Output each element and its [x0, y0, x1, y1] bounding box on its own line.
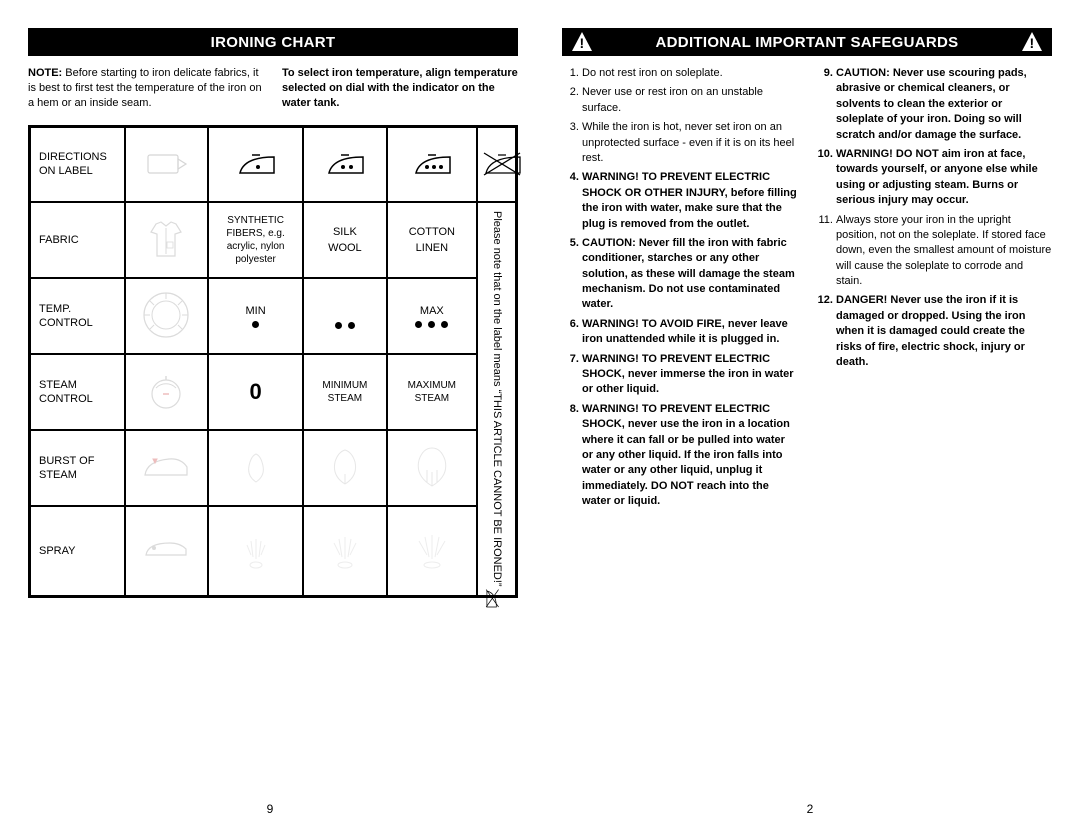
- cell-steam-min: MINIMUM STEAM: [303, 354, 386, 430]
- cell-steam-max: MAXIMUM STEAM: [387, 354, 477, 430]
- table-row-fabric: FABRIC SYNTHETIC FIBERS, e.g. acrylic, n…: [30, 202, 517, 278]
- cell-burst-1: [208, 430, 303, 506]
- cell-spray-1: [208, 506, 303, 596]
- cell-fabric-silk-wool: SILK WOOL: [303, 202, 386, 278]
- row-label-temp: TEMP. CONTROL: [30, 278, 125, 354]
- safeguard-item: WARNING! TO PREVENT ELECTRIC SHOCK, neve…: [582, 352, 798, 398]
- svg-text:!: !: [1030, 35, 1035, 51]
- safeguard-item: WARNING! TO PREVENT ELECTRIC SHOCK, neve…: [582, 402, 798, 510]
- temp-min-label: MIN: [211, 305, 300, 317]
- warning-triangle-left-icon: !: [570, 30, 594, 54]
- cell-temp-icon: [125, 278, 208, 354]
- cell-iron-crossed: [477, 126, 516, 202]
- safeguard-col-left: Do not rest iron on soleplate. Never use …: [562, 66, 798, 514]
- table-row-spray: SPRAY: [30, 506, 517, 596]
- cell-iron-1dot: [208, 126, 303, 202]
- safeguard-item: WARNING! TO PREVENT ELECTRIC SHOCK OR OT…: [582, 170, 798, 232]
- safeguard-list-left: Do not rest iron on soleplate. Never use …: [562, 66, 798, 510]
- instruction-col: To select iron temperature, align temper…: [282, 66, 518, 111]
- steam-puff-large-icon: [407, 446, 457, 490]
- cell-steam-icon: [125, 354, 208, 430]
- right-page: ! ADDITIONAL IMPORTANT SAFEGUARDS ! Do n…: [540, 0, 1080, 834]
- instruction-text: To select iron temperature, align temper…: [282, 67, 518, 109]
- cell-iron-2dot: [303, 126, 386, 202]
- label-tag-icon: [144, 149, 188, 179]
- safeguards-title-bar: ! ADDITIONAL IMPORTANT SAFEGUARDS !: [562, 28, 1052, 56]
- table-row-temp: TEMP. CONTROL MIN MAX: [30, 278, 517, 354]
- iron-icon: [234, 149, 278, 179]
- steam-dial-icon: [141, 370, 191, 414]
- row-label-steam: STEAM CONTROL: [30, 354, 125, 430]
- cell-spray-2: [303, 506, 386, 596]
- row-label-fabric: FABRIC: [30, 202, 125, 278]
- cell-burst-2: [303, 430, 386, 506]
- cell-temp-min: MIN: [208, 278, 303, 354]
- safeguard-item: CAUTION: Never fill the iron with fabric…: [582, 236, 798, 313]
- ironing-chart-title: IRONING CHART: [28, 28, 518, 56]
- cell-burst-icon: [125, 430, 208, 506]
- iron-side-burst-icon: [141, 453, 191, 481]
- row-label-burst: BURST OF STEAM: [30, 430, 125, 506]
- safeguard-item: CAUTION: Never use scouring pads, abrasi…: [836, 66, 1052, 143]
- safeguard-item: Never use or rest iron on an unstable su…: [582, 85, 798, 116]
- safeguard-item: WARNING! TO AVOID FIRE, never leave iron…: [582, 317, 798, 348]
- safeguard-item: Always store your iron in the upright po…: [836, 213, 1052, 290]
- safeguards-title: ADDITIONAL IMPORTANT SAFEGUARDS: [656, 34, 959, 51]
- iron-crossed-small-icon: [484, 588, 500, 610]
- temp-max-label: MAX: [390, 305, 474, 317]
- cell-fabric-synthetic: SYNTHETIC FIBERS, e.g. acrylic, nylon po…: [208, 202, 303, 278]
- steam-puff-small-icon: [231, 446, 281, 490]
- fabric-silk: SILK: [306, 226, 383, 238]
- spray-mist-icon: [320, 529, 370, 573]
- cell-fabric-cotton-linen: COTTON LINEN: [387, 202, 477, 278]
- svg-text:!: !: [580, 35, 585, 51]
- steam-puff-med-icon: [320, 446, 370, 490]
- note-col: NOTE: Before starting to iron delicate f…: [28, 66, 264, 111]
- spray-mist-icon: [231, 529, 281, 573]
- safeguard-item: Do not rest iron on soleplate.: [582, 66, 798, 81]
- safeguard-item: WARNING! DO NOT aim iron at face, toward…: [836, 147, 1052, 209]
- spray-mist-icon: [407, 529, 457, 573]
- cell-temp-med: [303, 278, 386, 354]
- safeguard-list-right: CAUTION: Never use scouring pads, abrasi…: [816, 66, 1052, 370]
- fabric-linen: LINEN: [390, 242, 474, 254]
- cell-temp-max: MAX: [387, 278, 477, 354]
- table-row-directions: DIRECTIONS ON LABEL: [30, 126, 517, 202]
- table-row-steam: STEAM CONTROL 0 MINIMUM STEAM MAXIMUM ST…: [30, 354, 517, 430]
- vertical-note-cell: Please note that on the label means “THI…: [477, 202, 516, 596]
- note-label: NOTE:: [28, 67, 62, 79]
- vertical-note-text: Please note that on the label means “THI…: [490, 207, 503, 591]
- cell-steam-zero: 0: [208, 354, 303, 430]
- cell-fabric-icon: [125, 202, 208, 278]
- fabric-cotton: COTTON: [390, 226, 474, 238]
- iron-side-spray-icon: [142, 539, 190, 559]
- note-text: Before starting to iron delicate fabrics…: [28, 67, 262, 109]
- safeguard-item: DANGER! Never use the iron if it is dama…: [836, 293, 1052, 370]
- cell-burst-3: [387, 430, 477, 506]
- iron-icon: [410, 149, 454, 179]
- iron-icon: [323, 149, 367, 179]
- safeguard-columns: Do not rest iron on soleplate. Never use …: [562, 66, 1052, 514]
- shirt-icon: [141, 218, 191, 262]
- iron-crossed-icon: [480, 149, 524, 179]
- row-label-spray: SPRAY: [30, 506, 125, 596]
- dial-icon: [138, 287, 194, 343]
- warning-triangle-right-icon: !: [1020, 30, 1044, 54]
- cell-iron-3dot: [387, 126, 477, 202]
- steam-zero: 0: [249, 379, 261, 404]
- fabric-wool: WOOL: [306, 242, 383, 254]
- cell-spray-icon: [125, 506, 208, 596]
- table-row-burst: BURST OF STEAM: [30, 430, 517, 506]
- page-number-right: 2: [807, 802, 814, 816]
- row-label-directions: DIRECTIONS ON LABEL: [30, 126, 125, 202]
- cell-directions-icon: [125, 126, 208, 202]
- intro-row: NOTE: Before starting to iron delicate f…: [28, 66, 518, 111]
- safeguard-col-right: CAUTION: Never use scouring pads, abrasi…: [816, 66, 1052, 514]
- left-page: IRONING CHART NOTE: Before starting to i…: [0, 0, 540, 834]
- page-number-left: 9: [267, 802, 274, 816]
- cell-spray-3: [387, 506, 477, 596]
- safeguard-item: While the iron is hot, never set iron on…: [582, 120, 798, 166]
- ironing-chart-table: DIRECTIONS ON LABEL FABRIC SYNTHETI: [28, 125, 518, 598]
